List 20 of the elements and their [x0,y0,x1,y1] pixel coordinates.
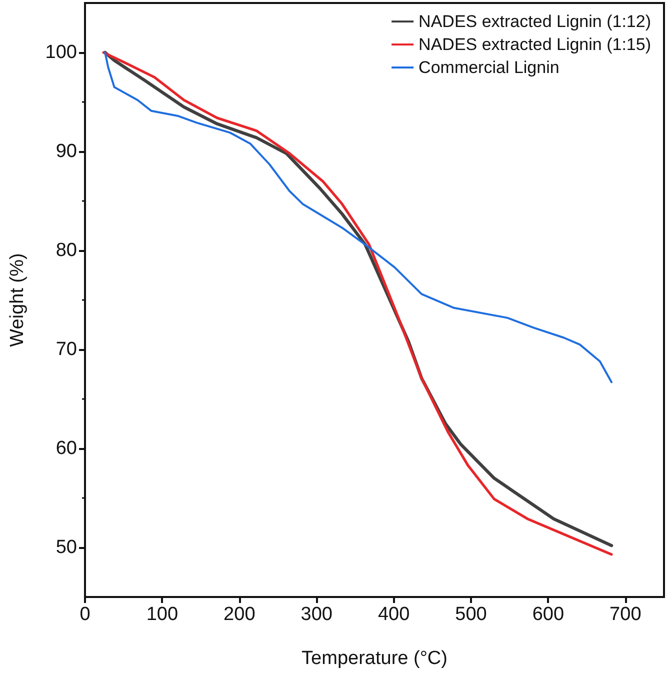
line-series [104,52,613,384]
y-tick-label: 60 [56,438,77,459]
y-tick-label: 70 [56,339,77,360]
y-tick-label: 50 [56,537,77,558]
y-tick-label: 100 [45,42,77,63]
x-tick-label: 100 [146,604,178,625]
y-axis-title: Weight (%) [7,253,28,347]
x-tick-label: 200 [224,604,256,625]
x-axis-title: Temperature (°C) [302,648,448,669]
legend-label: NADES extracted Lignin (1:15) [418,35,652,54]
x-tick-label: 400 [378,604,410,625]
x-tick-label: 600 [532,604,564,625]
legend-label: Commercial Lignin [418,58,560,77]
x-tick-label: 0 [80,604,90,625]
x-tick-label: 500 [455,604,487,625]
legend-label: NADES extracted Lignin (1:12) [418,12,652,31]
x-tick-label: 300 [300,604,332,625]
y-tick-label: 80 [56,240,77,261]
x-tick-label: 700 [610,604,642,625]
y-tick-label: 90 [56,141,77,162]
